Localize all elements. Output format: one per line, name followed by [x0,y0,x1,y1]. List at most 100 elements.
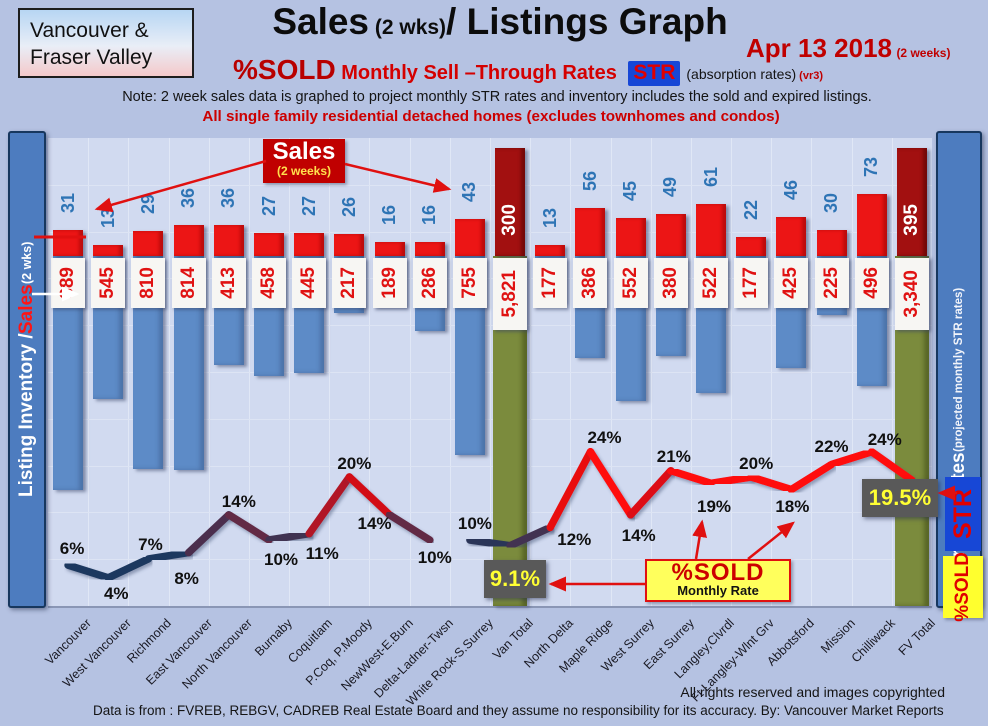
right-axis-suffix-text: (projected monthly STR rates) [953,288,965,453]
subtitle-mid: Monthly Sell –Through Rates [335,62,623,84]
inventory-label-box [91,258,126,308]
inventory-label-box [493,258,528,330]
total-sales-bar [495,148,526,256]
left-axis-bar: Listing Inventory / Sales (2 wks) [8,131,46,608]
pct-label: 12% [557,530,592,550]
region-line-1: Vancouver & [30,19,149,42]
sales-callout-box: Sales (2 weeks) [263,139,345,183]
pct-label: 6% [59,539,85,559]
str-line-chart [64,448,916,582]
fv-total-rate-box: 19.5% [862,479,938,517]
str-line-segment [667,466,715,488]
pct-label: 8% [174,568,199,588]
date-note: (2 weeks) [896,46,951,60]
gridline-h [48,418,932,420]
inventory-label-box [372,258,407,308]
inventory-label-box [211,258,246,308]
str-line-segment [144,548,193,563]
left-axis-suffix-text: (2 wks) [20,241,34,285]
str-line-segment [184,511,233,557]
note-text: Note: 2 week sales data is graphed to pr… [122,89,872,105]
sales-bar [655,214,686,256]
str-line-segment [586,448,635,519]
plot-area: 889 31 545 13 810 29 814 36 413 36 458 27 445 27 217 26… [48,138,932,608]
sold-side-text: %SOLD [952,552,973,622]
str-line-segment [225,511,273,544]
sales-bar [53,230,84,256]
category-label: NewWest-E.Burn [337,616,416,694]
str-line-segment [305,473,354,538]
sales-bar [615,218,646,256]
str-line-segment [546,448,595,532]
pct-label: 24% [587,427,622,447]
sales-callout-title: Sales [272,138,336,165]
str-line-segment [626,466,675,519]
date-text: Apr 13 2018 [746,33,892,63]
left-axis-inventory-text: Listing Inventory / [16,333,37,498]
subtitle-sold: %SOLD [233,54,336,85]
pct-label: 10% [263,550,299,569]
pct-label: 10% [457,514,492,533]
str-line-segment [466,536,514,550]
title-sales: Sales [272,1,370,42]
pct-label: 10% [417,548,452,567]
inventory-label-box [653,258,688,308]
subtitle: %SOLD Monthly Sell –Through Rates STR (ab… [233,54,823,86]
sales-bar [334,234,365,256]
inventory-label-box [894,258,929,330]
inventory-label-box [452,258,487,308]
category-label: North Vancouver [179,616,255,692]
sales-bar [454,219,485,256]
category-axis: Vancouver West Vancouver Richmond East Vanc… [42,610,937,720]
inventory-label-box [252,258,286,308]
pct-label: 24% [867,429,902,449]
sales-bar [93,245,124,256]
str-line-segment [787,460,836,494]
inventory-label-box [613,258,648,308]
van-total-rate-box: 9.1% [484,560,546,598]
pct-label: 14% [221,491,256,511]
page-title: Sales (2 wks)/ Listings Graph [272,1,727,43]
category-label: Mission [817,616,858,656]
sales-bar [696,204,726,256]
sales-bar [535,245,566,256]
sales-bar [816,230,847,256]
total-sales-bar [896,148,927,256]
subtitle-version: (vr3) [796,70,824,82]
str-line-segment [867,448,916,484]
gridline-h [48,184,932,186]
scope-text: All single family residential detached h… [202,108,780,125]
gridline-h [48,559,932,561]
sales-bar [414,242,445,256]
inventory-label-box [292,258,327,308]
str-line-segment [827,448,876,469]
inventory-label-box [533,258,568,308]
sales-bar [776,217,807,256]
pct-label: 18% [775,496,810,516]
region-line-2: Fraser Valley [30,46,153,69]
str-line-segment [104,555,153,582]
pct-label: 22% [814,437,849,457]
inventory-label-box [412,258,447,308]
report-date: Apr 13 2018 (2 weeks) [746,33,950,64]
inventory-label-box [573,258,608,308]
category-label: FV Total [895,616,938,659]
pct-label: 11% [305,543,339,563]
sales-bar [133,231,164,256]
gridline-h [48,372,932,373]
pct-label: 20% [739,454,774,473]
str-side-text: STR [948,489,977,539]
inventory-label-box [814,258,849,308]
inventory-label-box [694,258,728,308]
sales-bar [213,225,244,256]
pct-label: 4% [103,583,129,603]
inventory-label-box [171,258,206,308]
gridline-h [48,325,932,327]
pct-label: 21% [656,446,691,466]
sales-bar [294,233,325,256]
str-line-segment [747,473,796,494]
copyright-text: All rights reserved and images copyright… [680,684,945,700]
gridline-h [48,231,932,233]
source-text: Data is from : FVREB, REBGV, CADREB Real… [93,703,944,718]
